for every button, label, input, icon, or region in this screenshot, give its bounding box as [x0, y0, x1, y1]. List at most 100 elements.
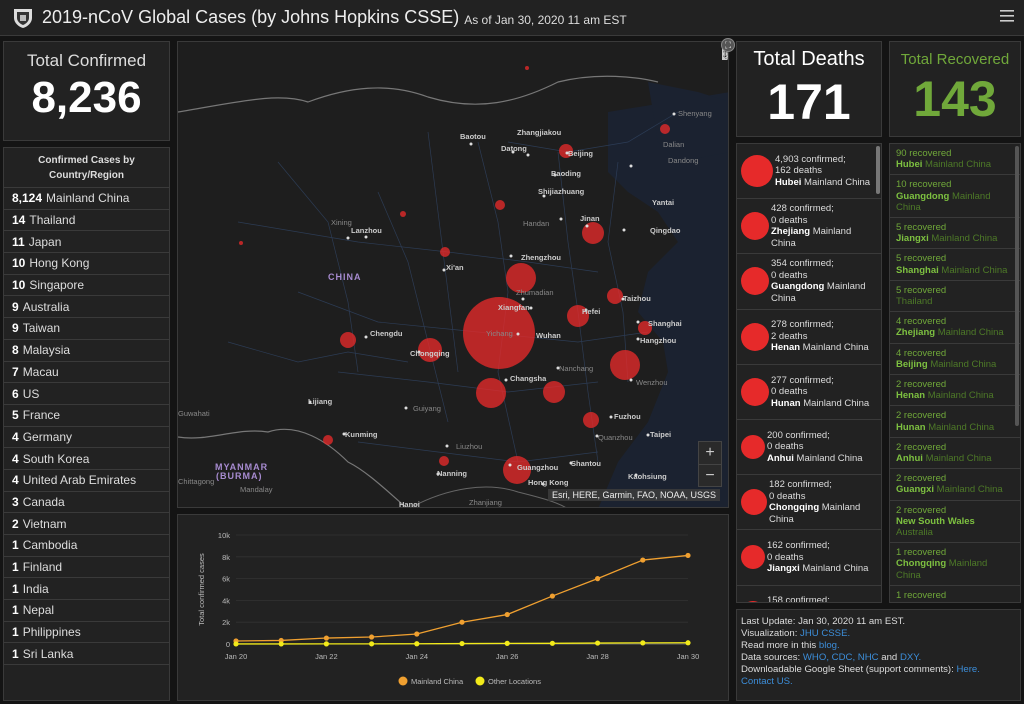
country-row[interactable]: 10 Hong Kong — [4, 253, 169, 275]
recovered-count: 4 recovered — [896, 347, 947, 359]
country-row[interactable]: 3 Canada — [4, 492, 169, 514]
country-row[interactable]: 1 Finland — [4, 557, 169, 579]
cases-map[interactable]: Shenyang Baotou Zhangjiakou Datong Beijing Da… — [177, 41, 729, 508]
death-entry-text: 4,903 confirmed; 162 deaths Hubei Mainland… — [775, 154, 879, 189]
confirmed-count: 158 confirmed; — [767, 595, 830, 603]
country-row[interactable]: 2 Vietnam — [4, 513, 169, 535]
country-row[interactable]: 4 United Arab Emirates — [4, 470, 169, 492]
recovered-row[interactable]: 4 recovered Zhejiang Mainland China — [890, 312, 1020, 344]
country-row[interactable]: 5 France — [4, 405, 169, 427]
death-row[interactable]: 428 confirmed; 0 deaths Zhejiang Mainland … — [737, 199, 881, 255]
death-entry-text: 182 confirmed; 0 deaths Chongqing Mainland… — [769, 479, 873, 525]
x-tick-label: Jan 30 — [677, 652, 700, 661]
total-deaths-value: 171 — [767, 74, 851, 130]
map-city-label: Hangzhou — [640, 336, 677, 345]
who-link[interactable]: WHO, — [802, 652, 829, 663]
country-row[interactable]: 11 Japan — [4, 231, 169, 254]
death-row[interactable]: 200 confirmed; 0 deaths Anhui Mainland Chi… — [737, 420, 881, 476]
y-tick-label: 4k — [222, 596, 230, 605]
deaths-list: 4,903 confirmed; 162 deaths Hubei Mainland… — [737, 144, 881, 603]
recovered-row[interactable]: 2 recovered Anhui Mainland China — [890, 438, 1020, 470]
place-name: Chongqing — [769, 502, 820, 514]
country-name: Macau — [22, 364, 59, 379]
country-row[interactable]: 6 US — [4, 383, 169, 405]
case-dot-icon — [741, 267, 769, 296]
recovered-count: 10 recovered — [896, 179, 952, 191]
cdc-link[interactable]: CDC, — [831, 652, 856, 663]
x-tick-label: Jan 22 — [315, 652, 338, 661]
recovered-row[interactable]: 1 recovered Chongqing Mainland China — [890, 543, 1020, 586]
country-count: 4 — [12, 451, 19, 466]
country-count: 2 — [12, 516, 19, 531]
country-row[interactable]: 1 Sri Lanka — [4, 643, 169, 666]
data-point — [640, 640, 646, 646]
contact-us-link[interactable]: Contact US. — [741, 676, 793, 687]
data-point — [504, 640, 510, 646]
dxy-link[interactable]: DXY. — [899, 652, 922, 663]
country-row[interactable]: 4 Germany — [4, 427, 169, 449]
map-city-label: Quanzhou — [598, 433, 633, 442]
recovered-list-panel: 90 recovered Hubei Mainland China 10 recov… — [889, 143, 1021, 603]
recovered-row[interactable]: 5 recovered Jiangxi Mainland China — [890, 218, 1020, 250]
recovered-region: Thailand — [896, 296, 933, 308]
blog-link[interactable]: blog. — [818, 640, 840, 651]
recovered-row[interactable]: 10 recovered Guangdong Mainland China — [890, 175, 1020, 219]
here-link[interactable]: Here. — [956, 664, 980, 675]
country-row[interactable]: 9 Australia — [4, 296, 169, 319]
recovered-place: Beijing — [896, 358, 931, 370]
death-row[interactable]: 162 confirmed; 0 deaths Jiangxi Mainland C… — [737, 530, 881, 586]
country-row[interactable]: 9 Taiwan — [4, 318, 169, 340]
death-row[interactable]: 182 confirmed; 0 deaths Chongqing Mainland… — [737, 475, 881, 531]
place-region: Mainland China — [771, 226, 852, 249]
zoom-out-button[interactable]: − — [699, 464, 721, 486]
country-row[interactable]: 7 Macau — [4, 362, 169, 384]
data-point — [233, 641, 239, 647]
map-city-label: Xi'an — [446, 263, 464, 272]
map-city-label: Shanghai — [648, 319, 682, 328]
country-name: Thailand — [29, 213, 76, 228]
recovered-row[interactable]: 2 recovered Henan Mainland China — [890, 375, 1020, 407]
confirmed-count: 4,903 confirmed; — [775, 153, 846, 165]
hamburger-menu-icon[interactable] — [1000, 9, 1014, 23]
map-city-label: Guiyang — [413, 404, 441, 413]
country-count: 1 — [12, 560, 19, 575]
deaths-scrollbar[interactable] — [876, 146, 880, 194]
recovered-row[interactable]: 5 recovered Shanghai Mainland China — [890, 249, 1020, 281]
nhc-link[interactable]: NHC — [857, 652, 879, 663]
data-point — [459, 640, 465, 647]
info-panel: Last Update: Jan 30, 2020 11 am EST. Vis… — [736, 609, 1021, 701]
country-row[interactable]: 1 Philippines — [4, 622, 169, 644]
map-city-label: Lanzhou — [351, 226, 382, 235]
zoom-in-button[interactable]: + — [705, 444, 715, 461]
recovered-row[interactable]: 2 recovered Guangxi Mainland China — [890, 469, 1020, 501]
country-row[interactable]: 1 Cambodia — [4, 535, 169, 557]
recovered-row[interactable]: 5 recovered Thailand — [890, 281, 1020, 313]
country-row[interactable]: 14 Thailand — [4, 210, 169, 232]
series-line — [235, 554, 689, 642]
jhu-csse-link[interactable]: JHU CSSE. — [800, 628, 851, 639]
country-row[interactable]: 8,124 Mainland China — [4, 188, 169, 210]
place-region: Mainland China — [800, 397, 870, 409]
recovered-row[interactable]: 2 recovered Hunan Mainland China — [890, 406, 1020, 438]
map-city-label: Jinan — [580, 214, 600, 223]
country-row[interactable]: 8 Malaysia — [4, 340, 169, 362]
death-row[interactable]: 4,903 confirmed; 162 deaths Hubei Mainland… — [737, 144, 881, 200]
death-row[interactable]: 277 confirmed; 0 deaths Hunan Mainland Chi… — [737, 365, 881, 420]
death-entry-text: 278 confirmed; 2 deaths Henan Mainland Chi… — [771, 319, 875, 354]
expand-icon[interactable]: ⛶ — [721, 38, 735, 52]
place-name: Hunan — [771, 397, 801, 409]
country-row[interactable]: 4 South Korea — [4, 448, 169, 470]
death-row[interactable]: 158 confirmed;0 deathsShandong Mainland — [737, 586, 881, 603]
death-row[interactable]: 278 confirmed; 2 deaths Henan Mainland Chi… — [737, 310, 881, 365]
death-row[interactable]: 354 confirmed; 0 deaths Guangdong Mainland… — [737, 254, 881, 310]
country-row[interactable]: 1 Nepal — [4, 600, 169, 622]
recovered-row[interactable]: 1 recovered — [890, 586, 1020, 602]
case-dot-icon — [741, 489, 767, 516]
recovered-row[interactable]: 2 recovered New South Wales Australia — [890, 501, 1020, 544]
recovered-row[interactable]: 4 recovered Beijing Mainland China — [890, 344, 1020, 376]
recovered-row[interactable]: 90 recovered Hubei Mainland China — [890, 144, 1020, 176]
recovered-scrollbar[interactable] — [1015, 146, 1019, 426]
country-row[interactable]: 10 Singapore — [4, 275, 169, 297]
data-point — [504, 611, 510, 618]
country-row[interactable]: 1 India — [4, 578, 169, 601]
